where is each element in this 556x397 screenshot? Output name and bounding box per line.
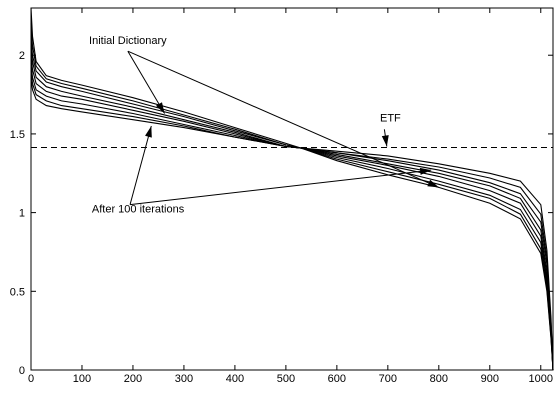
x-tick-label: 300 (175, 373, 193, 385)
series-line-3 (30, 36, 554, 371)
annotation-arrowhead (419, 167, 432, 175)
annotation-arrow-line (129, 125, 152, 205)
y-tick-label: 1.5 (10, 129, 25, 141)
x-tick-label: 700 (379, 373, 397, 385)
annotation-label-3: ETF (380, 112, 401, 124)
series-line-2 (30, 23, 554, 371)
y-tick-label: 1 (19, 208, 25, 220)
annotation-arrow-line (127, 50, 440, 188)
annotation-arrowhead (427, 179, 439, 188)
annotation-arrowhead (155, 102, 165, 114)
annotation-arrowhead (145, 126, 152, 138)
x-tick-label: 600 (328, 373, 346, 385)
x-tick-label: 0 (28, 373, 34, 385)
x-tick-label: 900 (481, 373, 499, 385)
x-tick-label: 1000 (529, 373, 553, 385)
annotation-label-1: Initial Dictionary (89, 35, 167, 47)
x-tick-label: 400 (226, 373, 244, 385)
annotation-label-2: After 100 iterations (92, 204, 185, 216)
y-tick-label: 0 (19, 365, 25, 377)
x-axis-ticks: 0 100 200 300 400 500 600 700 800 900 1000 (28, 8, 553, 385)
plot-frame (30, 7, 554, 371)
series-lines (30, 7, 554, 371)
annotation-arrow-line (129, 169, 432, 206)
y-axis-ticks: 0 0.5 1 1.5 2 (10, 50, 553, 377)
series-line-6 (30, 63, 554, 371)
annotation-arrow-line (127, 50, 165, 114)
x-tick-label: 200 (124, 373, 142, 385)
series-line-8 (30, 78, 554, 371)
y-tick-label: 0.5 (10, 286, 25, 298)
series-line-1 (30, 7, 554, 371)
y-tick-label: 2 (19, 50, 25, 62)
x-tick-label: 100 (73, 373, 91, 385)
x-tick-label: 800 (430, 373, 448, 385)
x-tick-label: 500 (277, 373, 295, 385)
annotations: Initial Dictionary After 100 iterations ET… (89, 35, 440, 216)
annotation-arrowhead (381, 135, 389, 147)
